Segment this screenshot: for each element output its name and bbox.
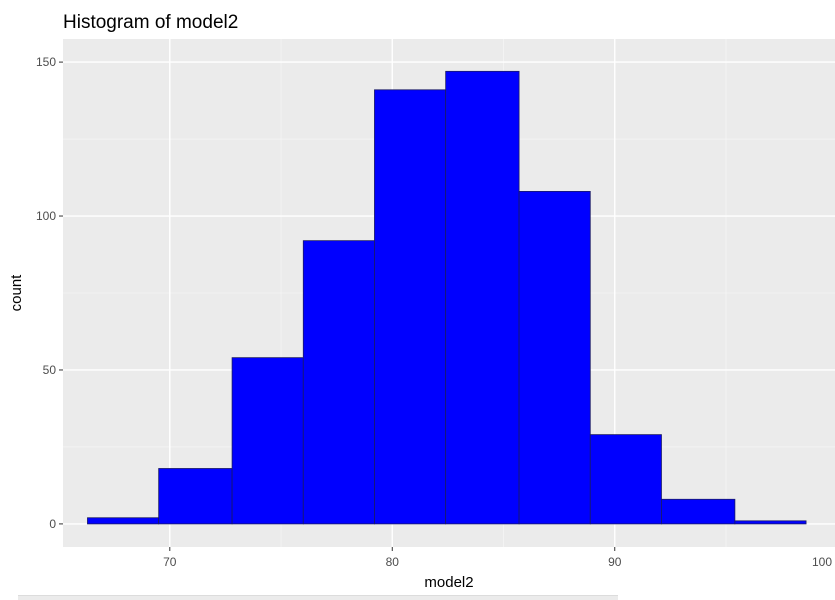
histogram-bar	[231, 357, 304, 525]
histogram-bar	[518, 190, 591, 525]
histogram-bars	[87, 70, 807, 525]
histogram-bar	[87, 517, 160, 525]
x-tick-label: 80	[386, 555, 400, 569]
y-axis-title: count	[8, 274, 25, 312]
y-tick-label: 150	[36, 55, 56, 69]
histogram-bar	[158, 468, 233, 525]
y-axis: 0 50 100 150	[36, 55, 63, 531]
y-tick-label: 0	[49, 517, 56, 531]
bottom-scroll-strip	[18, 595, 618, 600]
y-tick-label: 100	[36, 209, 56, 223]
x-tick-label: 70	[163, 555, 177, 569]
x-tick-label: 90	[608, 555, 622, 569]
x-axis-title: model2	[424, 574, 473, 591]
histogram-bar	[661, 498, 736, 525]
x-axis: 70 80 90 100	[163, 547, 832, 569]
y-tick-label: 50	[43, 363, 57, 377]
histogram-bar	[374, 89, 447, 525]
histogram-bar	[589, 434, 662, 525]
histogram-bar	[445, 70, 520, 525]
histogram-bar	[302, 240, 375, 525]
chart-title: Histogram of model2	[63, 12, 238, 33]
x-tick-label: 100	[812, 555, 832, 569]
histogram-bar	[734, 520, 807, 525]
